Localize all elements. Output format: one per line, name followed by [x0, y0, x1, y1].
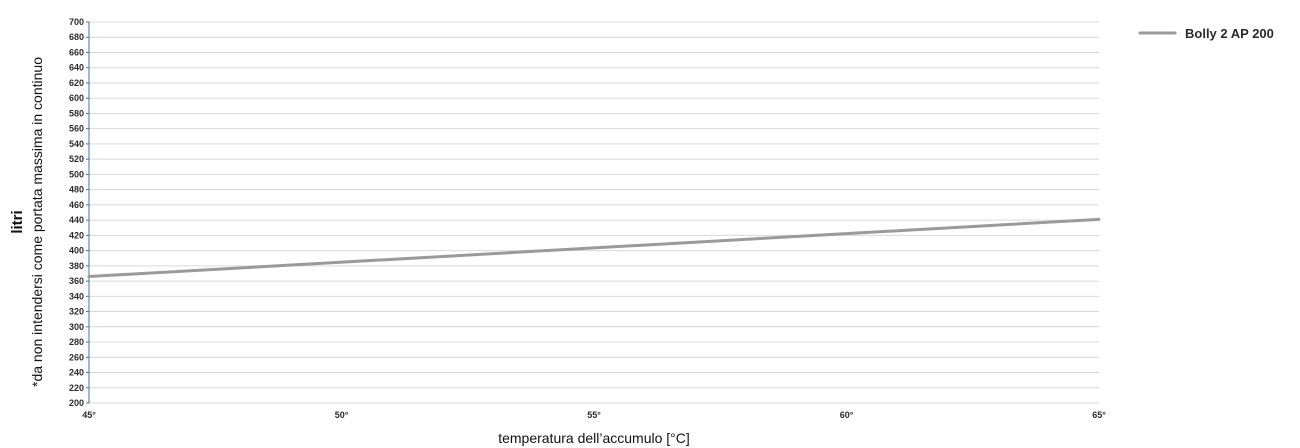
series: [87, 217, 1101, 279]
y-tick-label: 480: [69, 185, 84, 195]
y-axis-note: *da non intendersi come portata massima …: [29, 57, 45, 387]
x-tick-label: 60°: [840, 410, 854, 420]
y-tick-label: 700: [69, 17, 84, 27]
y-tick-label: 600: [69, 93, 84, 103]
y-tick-label: 520: [69, 154, 84, 164]
y-tick-label: 560: [69, 124, 84, 134]
legend: Bolly 2 AP 200: [1138, 26, 1274, 41]
y-tick-label: 460: [69, 200, 84, 210]
y-tick-label: 580: [69, 108, 84, 118]
y-tick-label: 500: [69, 169, 84, 179]
x-axis-label: temperatura dell’accumulo [°C]: [498, 430, 690, 446]
y-tick-labels: 200 220 240 260 280 300 320 340 360 380 400 420 440 4…: [69, 17, 89, 408]
y-tick-label: 440: [69, 215, 84, 225]
y-tick-label: 340: [69, 291, 84, 301]
y-tick-label: 260: [69, 352, 84, 362]
y-tick-label: 240: [69, 368, 84, 378]
x-tick-label: 50°: [335, 410, 349, 420]
y-tick-label: 420: [69, 230, 84, 240]
x-tick-label: 55°: [587, 410, 601, 420]
y-tick-label: 640: [69, 63, 84, 73]
series-line: [87, 217, 1101, 279]
x-tick-label: 45°: [82, 410, 96, 420]
y-tick-label: 400: [69, 246, 84, 256]
y-tick-label: 680: [69, 32, 84, 42]
y-tick-label: 540: [69, 139, 84, 149]
y-axis-label: litri: [9, 210, 26, 233]
y-tick-label: 320: [69, 307, 84, 317]
y-tick-label: 220: [69, 383, 84, 393]
y-tick-label: 200: [69, 398, 84, 408]
y-tick-label: 660: [69, 47, 84, 57]
x-tick-labels: 45° 50° 55° 60° 65°: [82, 410, 1106, 420]
y-tick-label: 360: [69, 276, 84, 286]
y-tick-label: 280: [69, 337, 84, 347]
y-tick-label: 300: [69, 322, 84, 332]
y-tick-label: 380: [69, 261, 84, 271]
y-tick-label: 620: [69, 78, 84, 88]
x-tick-label: 65°: [1092, 410, 1106, 420]
legend-label: Bolly 2 AP 200: [1185, 26, 1274, 41]
grid: [89, 21, 1099, 404]
